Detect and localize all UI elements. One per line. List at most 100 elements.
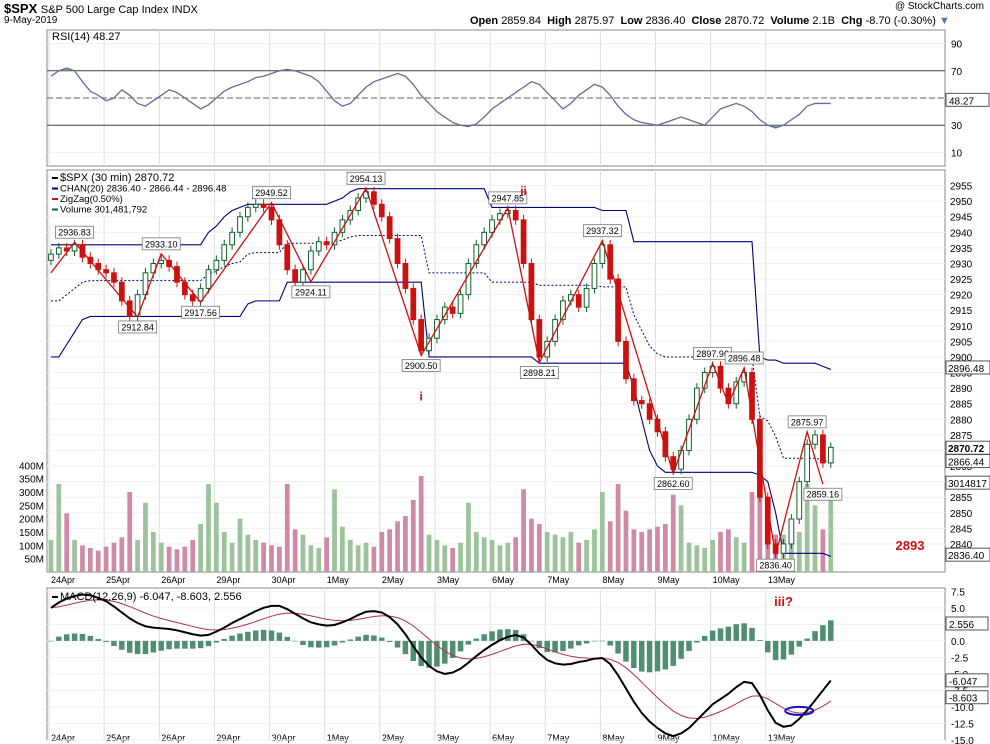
- candle-body: [111, 272, 117, 283]
- volume-bar: [631, 529, 637, 572]
- candle-body: [694, 387, 700, 420]
- candle-body: [126, 300, 133, 317]
- price-label: 2949.52: [255, 188, 288, 198]
- volume-bar: [363, 542, 369, 572]
- price-label-box: [803, 487, 843, 501]
- macd-histogram-bar: [316, 640, 322, 648]
- candle-body: [213, 259, 220, 271]
- candle-body: [536, 319, 543, 358]
- price-tick-label: 2850: [950, 509, 973, 520]
- macd-histogram-bar: [300, 640, 306, 645]
- volume-bar: [277, 546, 282, 572]
- candle-body: [465, 262, 472, 296]
- candle-body: [260, 203, 267, 208]
- volume-bar: [804, 484, 810, 572]
- volume-bar: [458, 542, 463, 572]
- volume-bar: [694, 545, 700, 572]
- volume-bar: [127, 492, 133, 572]
- candle-body: [575, 294, 582, 308]
- candle-body: [378, 203, 385, 218]
- price-tick-label: 2930: [950, 259, 973, 270]
- macd-histogram-bar: [379, 637, 385, 641]
- volume-bar: [229, 542, 235, 572]
- macd-histogram-bar: [449, 640, 456, 659]
- price-label-box: [141, 237, 181, 251]
- volume-tick-label: 50M: [25, 555, 44, 566]
- price-label: 2924.11: [295, 287, 327, 297]
- macd-histogram-bar: [87, 635, 94, 641]
- macd-tick-label: -10.0: [951, 703, 974, 714]
- macd-histogram-bar: [56, 636, 62, 641]
- macd-histogram-bar: [505, 629, 511, 641]
- candle-body: [197, 287, 204, 302]
- legend-bg: [49, 172, 209, 216]
- macd-histogram-bar: [568, 640, 574, 649]
- rsi-value-label: 48.27: [949, 96, 974, 107]
- volume-bar: [702, 548, 708, 572]
- macd-tick-label: -2.5: [951, 653, 969, 664]
- rsi-tick-label: 10: [951, 148, 963, 159]
- candle-body: [457, 294, 464, 314]
- rsi-line: [50, 67, 831, 129]
- price-tick-label: 2910: [950, 322, 973, 333]
- zigzag-line: [50, 186, 824, 556]
- macd-histogram-bar: [725, 626, 732, 641]
- volume-bar: [111, 542, 117, 572]
- price-tag-box: [945, 475, 990, 490]
- price-label-box: [401, 359, 441, 372]
- price-tag-box: [945, 454, 990, 469]
- volume-bar: [599, 492, 605, 572]
- candle-body: [292, 269, 298, 283]
- macd-histogram-bar: [694, 640, 700, 643]
- macd-tick-label: 5.0: [951, 604, 965, 615]
- volume-tick-label: 300M: [19, 488, 44, 499]
- candle-body: [268, 206, 275, 221]
- volume-bar: [757, 484, 763, 572]
- volume-tick-label: 150M: [19, 528, 44, 539]
- macd-histogram-bar: [772, 640, 779, 661]
- macd-histogram-bar: [607, 640, 613, 646]
- candle-body: [394, 238, 401, 264]
- volume-legend: Volume 301,481,792: [60, 205, 147, 216]
- candle-body: [426, 337, 432, 352]
- candle-body: [221, 244, 228, 261]
- volume-bar: [174, 549, 180, 572]
- volume-bar: [198, 524, 203, 572]
- ohlc-readout: Open 2859.84 High 2875.97 Low 2836.40 Cl…: [470, 15, 950, 27]
- price-label: 2936.83: [58, 228, 91, 238]
- volume-bar: [820, 529, 826, 572]
- macd-histogram-bar: [575, 640, 582, 646]
- price-label: 2917.56: [184, 308, 217, 318]
- channel-legend: CHAN(20) 2836.40 - 2866.44 - 2896.48: [60, 184, 226, 195]
- volume-bar: [466, 502, 471, 572]
- volume-bar: [733, 537, 739, 572]
- candle-body: [418, 319, 425, 352]
- candle-body: [583, 287, 590, 308]
- volume-bar: [607, 521, 613, 572]
- volume-bar: [87, 548, 93, 572]
- macd-histogram-bar: [386, 640, 393, 642]
- macd-histogram-bar: [631, 640, 637, 669]
- price-tag: 3014817: [948, 479, 987, 490]
- macd-histogram-bar: [536, 640, 543, 649]
- macd-histogram-bar: [442, 640, 448, 664]
- volume-bar: [489, 540, 495, 572]
- price-tick-label: 2855: [950, 493, 973, 504]
- candle-body: [158, 259, 165, 264]
- volume-bar: [158, 542, 164, 572]
- macd-tag-box: [945, 690, 989, 705]
- volume-bar: [221, 532, 227, 572]
- price-label-box: [252, 186, 291, 200]
- macd-histogram-bar: [166, 640, 172, 650]
- macd-histogram-bar: [701, 635, 708, 641]
- price-tick-label: 2885: [950, 400, 973, 411]
- volume-bar: [450, 548, 456, 572]
- macd-histogram-bar: [252, 630, 259, 641]
- macd-histogram-bar: [174, 640, 180, 649]
- candle-body: [252, 203, 259, 208]
- price-tick-label: 2945: [950, 213, 973, 224]
- x-tick-label: 25Apr: [106, 575, 130, 585]
- macd-histogram-bar: [142, 640, 149, 655]
- candle-body: [103, 269, 109, 274]
